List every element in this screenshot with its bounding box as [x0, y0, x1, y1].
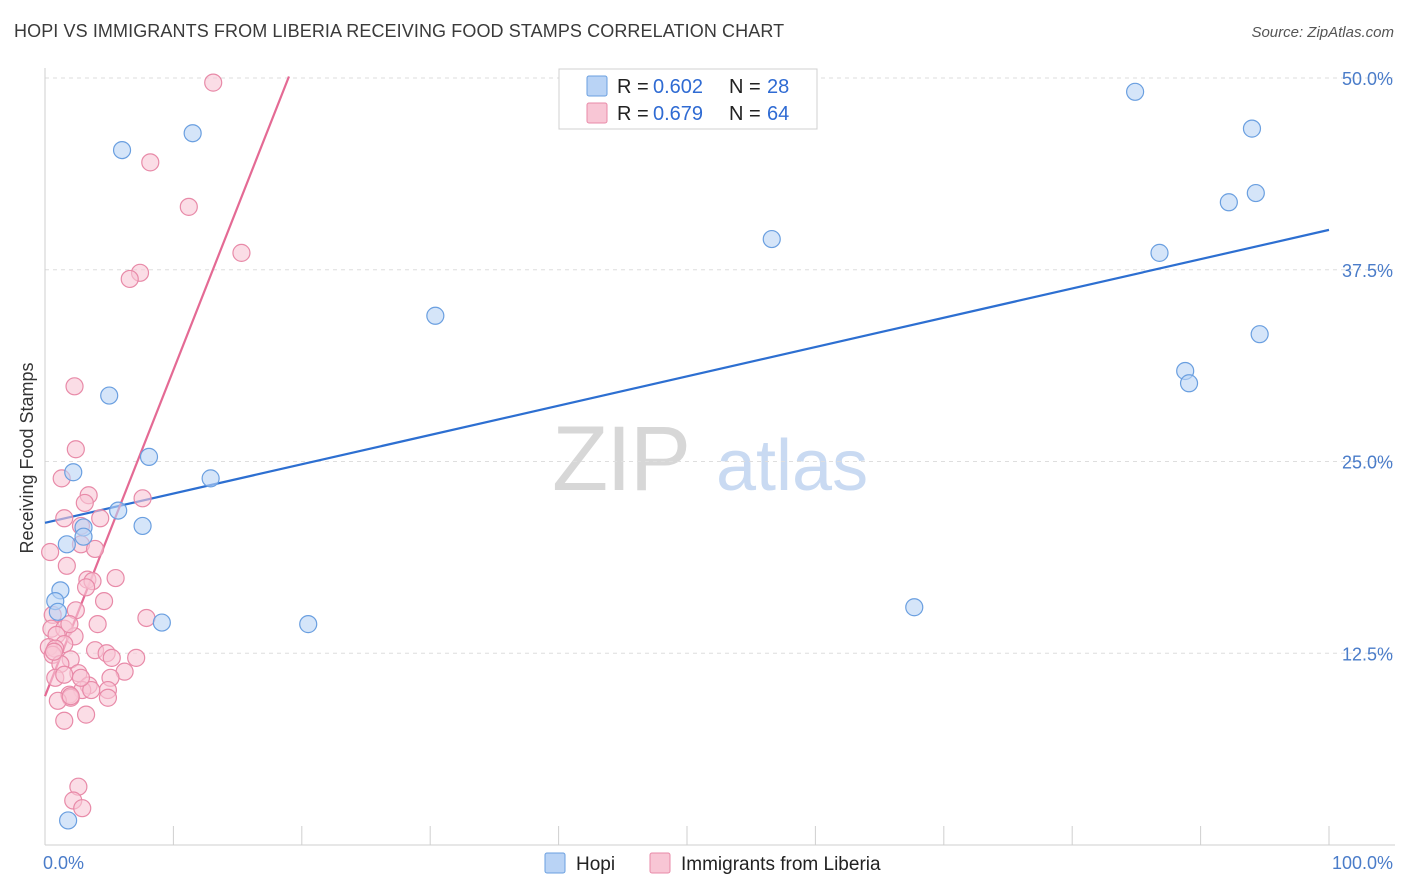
legend-hopi-r-label: R =: [617, 76, 649, 98]
liberia-point-63: [44, 642, 64, 661]
trend-lines: [43, 76, 1330, 697]
y-axis-label: Receiving Food Stamps: [17, 362, 37, 553]
liberia-point-56: [55, 711, 74, 730]
liberia-point-27: [88, 615, 107, 634]
hopi-point-26: [1179, 374, 1199, 393]
hopi-point-15: [59, 811, 78, 830]
liberia-point-22: [76, 578, 96, 597]
liberia-point-11: [75, 493, 94, 513]
hopi-point-0: [112, 140, 132, 160]
hopi-point-3: [139, 447, 159, 466]
liberia-point-4: [120, 269, 139, 289]
hopi-point-6: [109, 501, 128, 520]
hopi-point-4: [64, 463, 83, 482]
hopi-point-22: [1246, 183, 1265, 203]
series-legend-hopi-swatch[interactable]: [544, 852, 566, 874]
x-tick-label-0: 0.0%: [43, 853, 84, 873]
hopi-point-1: [183, 124, 202, 143]
legend-liberia-r-value: 0.679: [653, 103, 703, 125]
hopi-point-7: [133, 516, 152, 536]
hopi-point-13: [152, 613, 171, 632]
axes: [44, 68, 1395, 846]
legend-hopi-swatch: [586, 75, 608, 97]
legend-liberia-n-value: 64: [767, 103, 789, 125]
liberia-point-54: [61, 687, 80, 706]
tick-labels: 12.5% 25.0% 37.5% 50.0% 0.0% 100.0%: [43, 69, 1393, 873]
hopi-point-27: [48, 602, 67, 621]
liberia-point-0: [204, 73, 223, 92]
legend-liberia-r-label: R =: [617, 103, 649, 125]
hopi-point-10: [57, 535, 76, 554]
y-tick-label-3: 50.0%: [1342, 69, 1393, 89]
liberia-point-17: [41, 542, 60, 562]
liberia-point-5: [232, 243, 251, 262]
legend-hopi-n-label: N =: [729, 76, 761, 98]
hopi-trend-line: [44, 228, 1330, 524]
hopi-point-16: [426, 306, 445, 325]
liberia-point-13: [91, 509, 110, 528]
liberia-point-6: [65, 377, 84, 396]
liberia-point-60: [82, 680, 101, 700]
liberia-point-39: [127, 648, 146, 667]
hopi-point-18: [905, 598, 924, 617]
chart-title: HOPI VS IMMIGRANTS FROM LIBERIA RECEIVIN…: [14, 21, 785, 41]
liberia-point-59: [73, 799, 92, 818]
liberia-point-18: [57, 556, 76, 575]
series-legend-liberia-swatch[interactable]: [649, 852, 671, 874]
liberia-point-7: [66, 440, 85, 459]
liberia-point-61: [71, 668, 91, 687]
watermark-atlas: atlas: [716, 426, 868, 506]
liberia-point-16: [85, 539, 105, 559]
hopi-point-17: [762, 229, 781, 249]
y-tick-label-1: 25.0%: [1342, 453, 1393, 473]
chart-source: Source: ZipAtlas.com: [1251, 24, 1394, 41]
liberia-point-21: [106, 568, 125, 588]
liberia-point-1: [141, 153, 160, 172]
liberia-point-62: [60, 615, 79, 634]
liberia-point-26: [137, 608, 156, 628]
legend-hopi-n-value: 28: [767, 76, 789, 98]
hopi-point-2: [100, 386, 119, 405]
hopi-point-23: [1242, 119, 1262, 138]
series-legend: Hopi Immigrants from Liberia: [544, 852, 881, 875]
liberia-point-23: [94, 591, 114, 611]
liberia-point-10: [133, 489, 152, 508]
liberia-point-52: [98, 688, 118, 707]
hopi-point-20: [1126, 82, 1145, 101]
liberia-point-55: [76, 705, 96, 724]
hopi-point-5: [201, 469, 220, 488]
data-points: [39, 73, 1269, 830]
liberia-point-12: [55, 509, 74, 528]
hopi-point-24: [1250, 325, 1269, 344]
liberia-point-38: [102, 648, 121, 667]
legend-liberia-n-label: N =: [729, 103, 761, 125]
legend-liberia-swatch: [586, 102, 608, 124]
y-tick-label-0: 12.5%: [1342, 644, 1393, 664]
x-tick-label-1: 100.0%: [1332, 853, 1393, 873]
liberia-point-2: [179, 197, 198, 216]
hopi-point-19: [1150, 243, 1169, 262]
correlation-legend: R = 0.602 N = 28 R = 0.679 N = 64: [558, 68, 818, 130]
liberia-point-45: [55, 665, 74, 684]
watermark-zip: ZIP: [552, 408, 689, 510]
hopi-point-9: [74, 527, 93, 546]
y-tick-label-2: 37.5%: [1342, 261, 1393, 281]
legend-hopi-r-value: 0.602: [653, 76, 703, 98]
series-legend-liberia-label[interactable]: Immigrants from Liberia: [681, 854, 881, 875]
hopi-point-21: [1219, 193, 1238, 212]
series-legend-hopi-label[interactable]: Hopi: [576, 854, 615, 875]
hopi-point-14: [299, 615, 318, 634]
